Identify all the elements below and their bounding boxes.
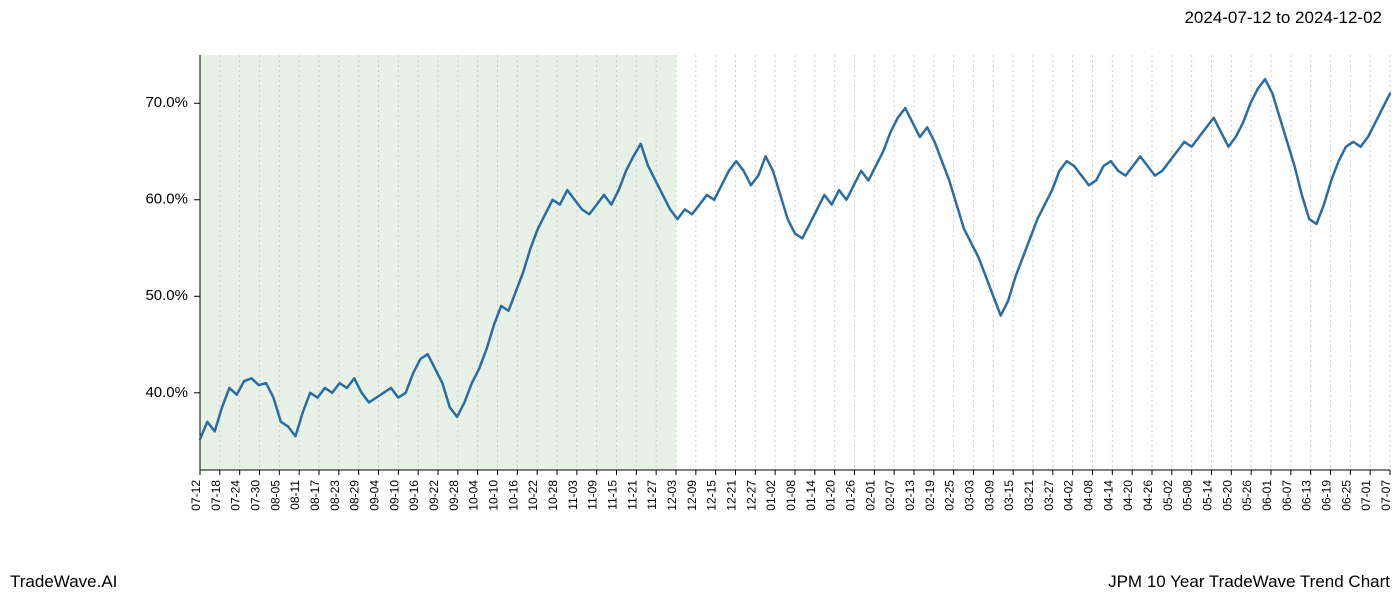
svg-text:05-02: 05-02 xyxy=(1161,480,1175,511)
svg-text:01-14: 01-14 xyxy=(804,480,818,511)
svg-text:10-04: 10-04 xyxy=(467,480,481,511)
svg-text:05-14: 05-14 xyxy=(1201,480,1215,511)
chart-svg: 40.0% 50.0% 60.0% 70.0% 07-12 07-18 07-24 07-30… xyxy=(0,50,1400,520)
svg-text:60.0%: 60.0% xyxy=(145,191,188,208)
svg-text:02-25: 02-25 xyxy=(943,480,957,511)
trend-chart: 40.0% 50.0% 60.0% 70.0% 07-12 07-18 07-24 07-30… xyxy=(0,50,1400,520)
brand-label: TradeWave.AI xyxy=(10,572,117,592)
svg-text:11-09: 11-09 xyxy=(586,480,600,510)
svg-text:02-13: 02-13 xyxy=(903,480,917,511)
svg-text:08-05: 08-05 xyxy=(268,480,282,511)
svg-text:09-16: 09-16 xyxy=(407,480,421,511)
svg-text:07-12: 07-12 xyxy=(189,480,203,511)
svg-text:12-09: 12-09 xyxy=(685,480,699,511)
svg-text:12-15: 12-15 xyxy=(705,480,719,511)
svg-text:05-26: 05-26 xyxy=(1240,480,1254,511)
chart-title-label: JPM 10 Year TradeWave Trend Chart xyxy=(1108,572,1390,592)
svg-text:12-21: 12-21 xyxy=(725,480,739,511)
svg-text:40.0%: 40.0% xyxy=(145,384,188,401)
svg-text:01-26: 01-26 xyxy=(844,480,858,511)
svg-text:07-01: 07-01 xyxy=(1359,480,1373,511)
svg-text:04-20: 04-20 xyxy=(1121,480,1135,511)
svg-text:11-21: 11-21 xyxy=(625,480,639,510)
svg-text:09-04: 09-04 xyxy=(368,480,382,511)
svg-text:03-03: 03-03 xyxy=(963,480,977,511)
svg-text:03-21: 03-21 xyxy=(1022,480,1036,511)
svg-text:04-08: 04-08 xyxy=(1082,480,1096,511)
svg-text:05-20: 05-20 xyxy=(1220,480,1234,511)
svg-text:08-11: 08-11 xyxy=(288,480,302,510)
svg-text:10-22: 10-22 xyxy=(526,480,540,511)
svg-text:06-01: 06-01 xyxy=(1260,480,1274,511)
svg-text:01-20: 01-20 xyxy=(824,480,838,511)
svg-text:04-14: 04-14 xyxy=(1101,480,1115,511)
svg-text:09-10: 09-10 xyxy=(387,480,401,511)
svg-text:02-19: 02-19 xyxy=(923,480,937,511)
svg-text:06-25: 06-25 xyxy=(1339,480,1353,511)
svg-text:10-10: 10-10 xyxy=(487,480,501,511)
svg-text:01-02: 01-02 xyxy=(764,480,778,511)
svg-text:08-17: 08-17 xyxy=(308,480,322,511)
svg-text:05-08: 05-08 xyxy=(1181,480,1195,511)
svg-text:10-28: 10-28 xyxy=(546,480,560,511)
svg-text:07-07: 07-07 xyxy=(1379,480,1393,511)
svg-text:03-09: 03-09 xyxy=(982,480,996,511)
svg-text:03-27: 03-27 xyxy=(1042,480,1056,511)
svg-text:04-02: 04-02 xyxy=(1062,480,1076,511)
svg-text:04-26: 04-26 xyxy=(1141,480,1155,511)
svg-text:03-15: 03-15 xyxy=(1002,480,1016,511)
svg-text:70.0%: 70.0% xyxy=(145,94,188,111)
svg-text:07-18: 07-18 xyxy=(209,480,223,511)
svg-text:12-27: 12-27 xyxy=(744,480,758,511)
svg-text:06-07: 06-07 xyxy=(1280,480,1294,511)
svg-text:11-03: 11-03 xyxy=(566,480,580,510)
svg-text:02-07: 02-07 xyxy=(883,480,897,511)
svg-text:07-24: 07-24 xyxy=(229,480,243,511)
svg-text:50.0%: 50.0% xyxy=(145,287,188,304)
svg-text:08-29: 08-29 xyxy=(348,480,362,511)
svg-text:01-08: 01-08 xyxy=(784,480,798,511)
svg-text:06-19: 06-19 xyxy=(1320,480,1334,511)
svg-text:11-15: 11-15 xyxy=(606,480,620,510)
svg-text:11-27: 11-27 xyxy=(645,480,659,510)
svg-text:12-03: 12-03 xyxy=(665,480,679,511)
date-range-label: 2024-07-12 to 2024-12-02 xyxy=(1184,8,1382,28)
svg-text:10-16: 10-16 xyxy=(506,480,520,511)
svg-text:09-28: 09-28 xyxy=(447,480,461,511)
svg-text:09-22: 09-22 xyxy=(427,480,441,511)
svg-text:07-30: 07-30 xyxy=(249,480,263,511)
svg-text:06-13: 06-13 xyxy=(1300,480,1314,511)
svg-text:08-23: 08-23 xyxy=(328,480,342,511)
svg-text:02-01: 02-01 xyxy=(863,480,877,511)
